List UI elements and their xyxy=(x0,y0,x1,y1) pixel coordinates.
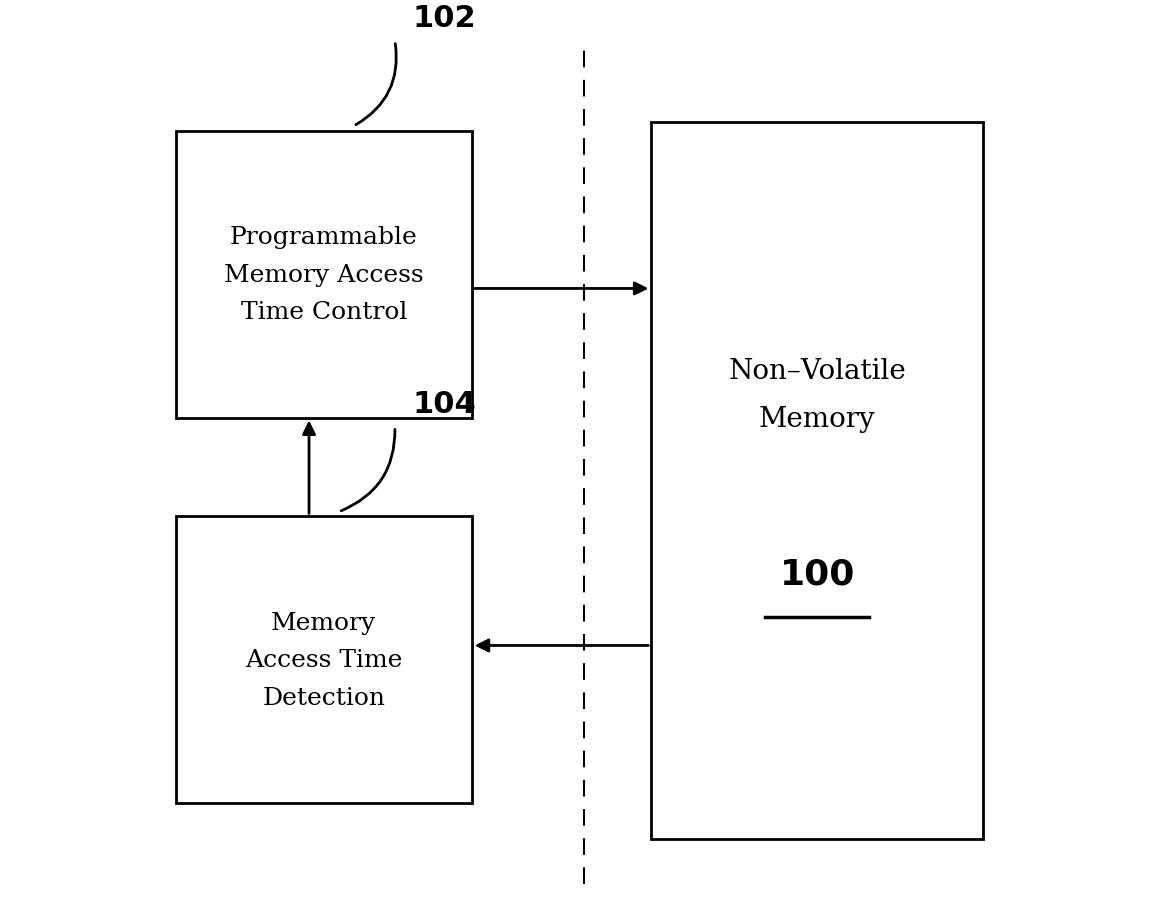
Text: Non–Volatile
Memory: Non–Volatile Memory xyxy=(728,357,906,433)
FancyBboxPatch shape xyxy=(176,131,472,418)
Text: 100: 100 xyxy=(780,558,855,591)
Text: 104: 104 xyxy=(413,389,476,418)
Text: Programmable
Memory Access
Time Control: Programmable Memory Access Time Control xyxy=(224,226,424,323)
FancyBboxPatch shape xyxy=(651,122,983,839)
Text: Memory
Access Time
Detection: Memory Access Time Detection xyxy=(246,611,402,709)
Text: 102: 102 xyxy=(413,4,476,33)
FancyBboxPatch shape xyxy=(176,517,472,804)
